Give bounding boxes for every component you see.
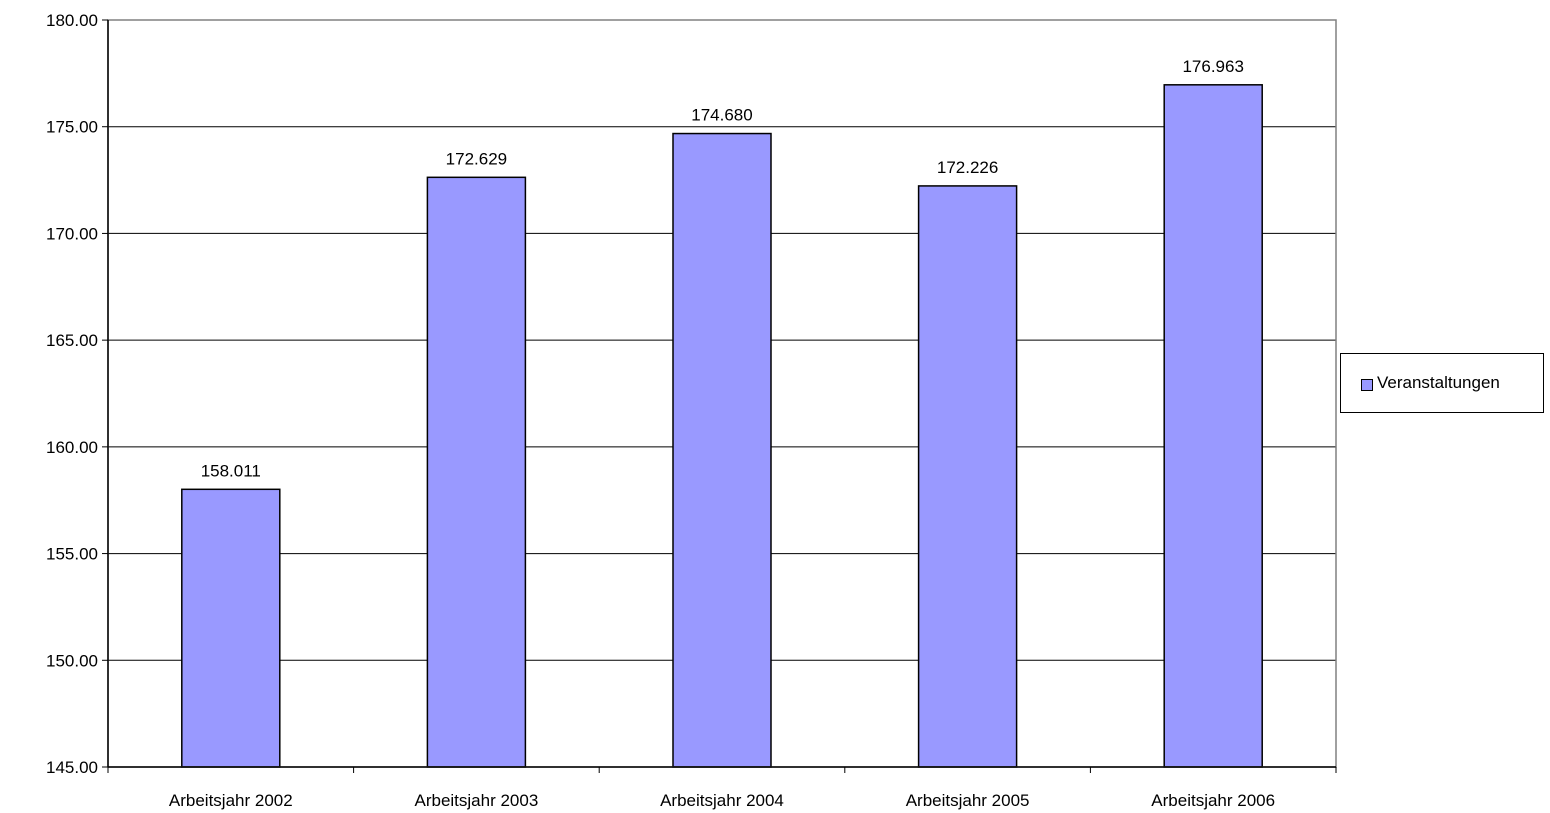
data-label: 172.226: [937, 158, 998, 177]
x-category-label: Arbeitsjahr 2003: [414, 791, 538, 810]
legend-label: Veranstaltungen: [1377, 373, 1500, 392]
y-tick-label: 175.00: [46, 118, 98, 137]
y-tick-label: 155.00: [46, 545, 98, 564]
data-label: 176.963: [1182, 57, 1243, 76]
y-tick-label: 165.00: [46, 331, 98, 350]
x-axis-categories: Arbeitsjahr 2002 Arbeitsjahr 2003 Arbeitsj…: [169, 791, 1275, 810]
legend-swatch: [1361, 379, 1373, 391]
y-tick-label: 180.00: [46, 11, 98, 30]
axes: [107, 19, 1337, 773]
x-category-label: Arbeitsjahr 2005: [906, 791, 1030, 810]
y-tick-label: 150.00: [46, 651, 98, 670]
bar: [917, 185, 1018, 768]
data-label: 174.680: [691, 106, 752, 125]
y-tick-label: 170.00: [46, 224, 98, 243]
y-tick-label: 160.00: [46, 438, 98, 457]
y-axis-ticks: 145.00 150.00 155.00 160.00 165.00 170.00 175.…: [46, 11, 108, 777]
legend: Veranstaltungen: [1340, 353, 1544, 413]
bar: [426, 176, 527, 768]
data-labels: 158.011 172.629 174.680 172.226 176.963: [201, 57, 1244, 480]
bars: [181, 84, 1263, 768]
x-category-label: Arbeitsjahr 2002: [169, 791, 293, 810]
data-label: 172.629: [446, 149, 507, 168]
data-label: 158.011: [201, 461, 261, 480]
bar: [672, 132, 772, 768]
bar: [1163, 84, 1263, 768]
x-category-label: Arbeitsjahr 2004: [660, 791, 784, 810]
y-tick-label: 145.00: [46, 758, 98, 777]
x-category-label: Arbeitsjahr 2006: [1151, 791, 1275, 810]
bar: [181, 488, 281, 768]
